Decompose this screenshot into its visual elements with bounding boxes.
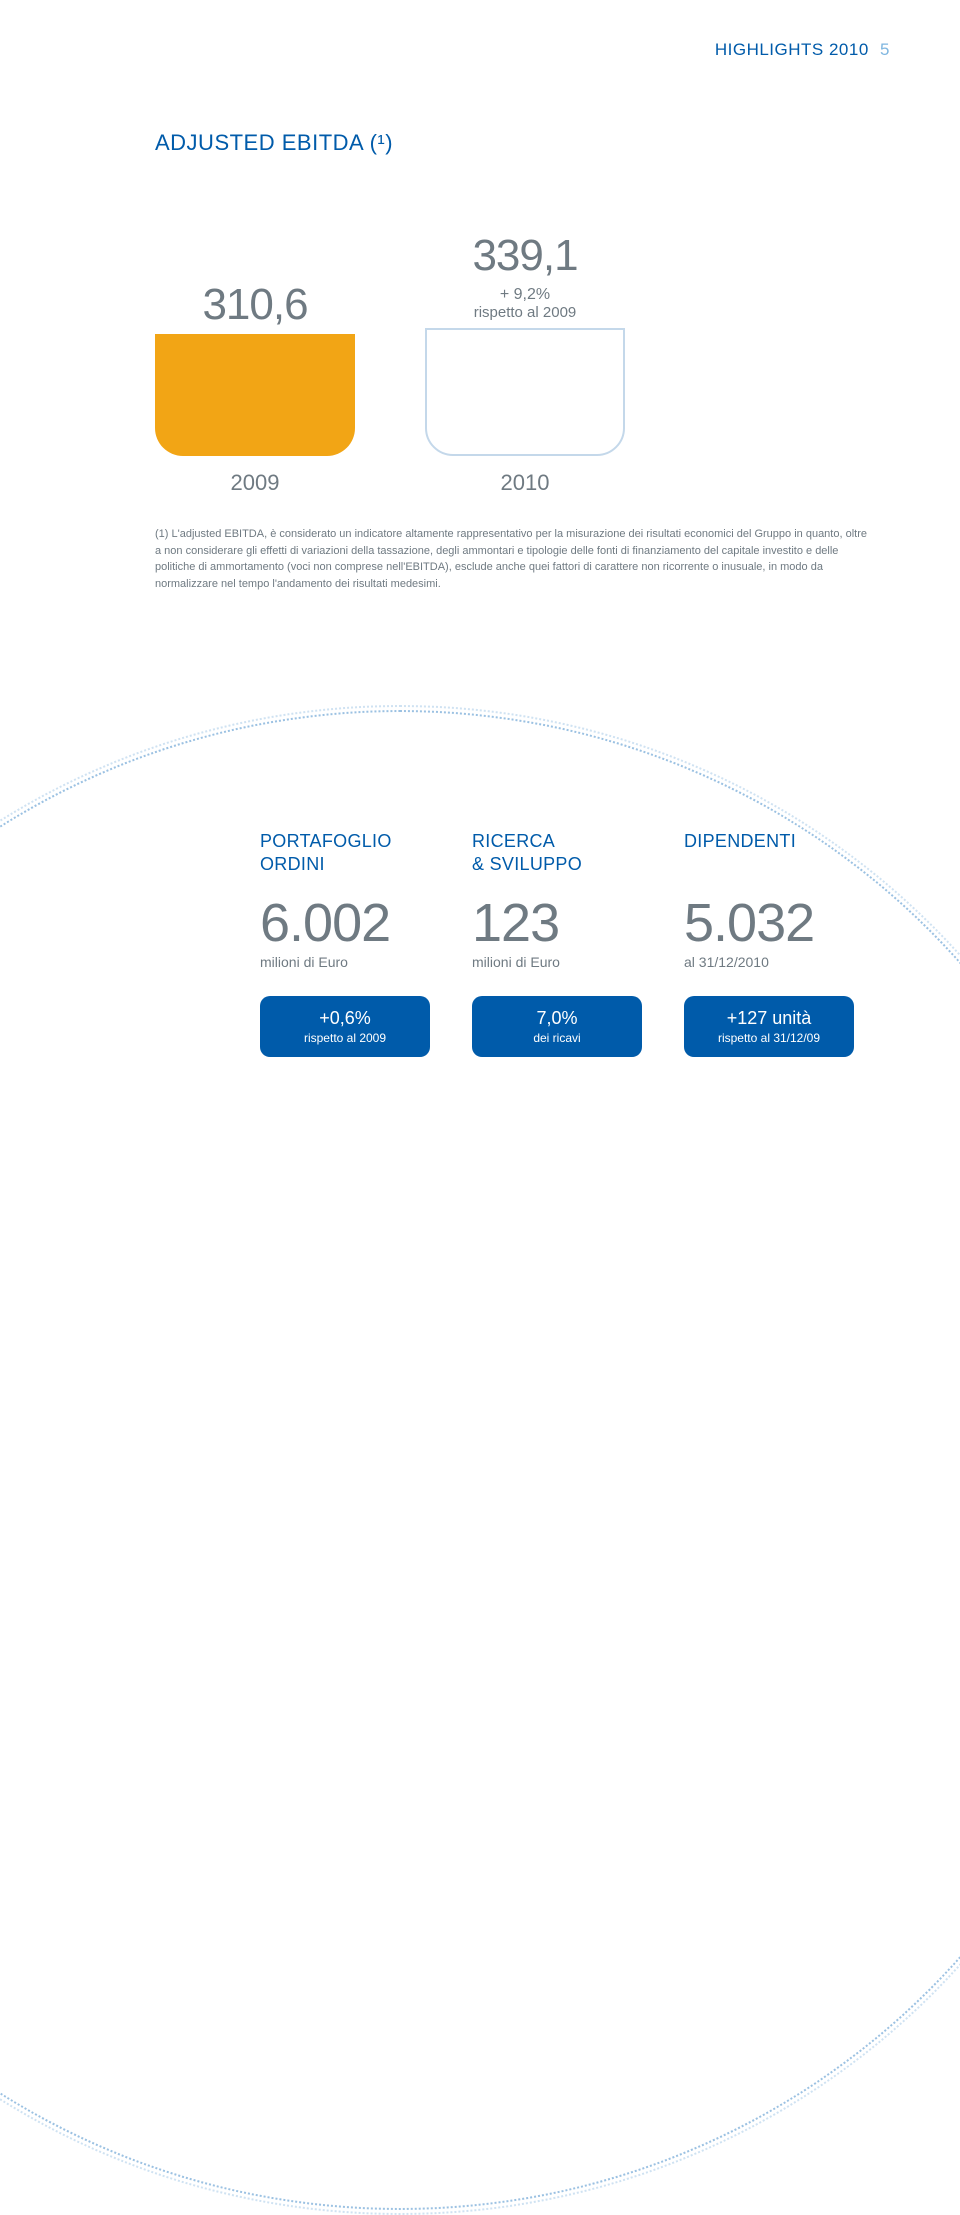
- page: HIGHLIGHTS 2010 5 ADJUSTED EBITDA (¹) 31…: [0, 0, 960, 1186]
- metric-title: PORTAFOGLIO ORDINI: [260, 830, 446, 878]
- metric-dipendenti: DIPENDENTI 5.032 al 31/12/2010 +127 unit…: [684, 830, 870, 1057]
- footnote-text: (1) L'adjusted EBITDA, è considerato un …: [155, 526, 875, 592]
- pill-line1: +127 unità: [692, 1008, 846, 1029]
- metric-value: 5.032: [684, 896, 870, 950]
- axis-label-2010: 2010: [425, 470, 625, 496]
- pill-line2: rispetto al 31/12/09: [692, 1031, 846, 1045]
- metric-value: 123: [472, 896, 658, 950]
- ebitda-bar-chart: 310,6 339,1 + 9,2% rispetto al 2009 2009…: [155, 176, 695, 496]
- bar-2010-annotation: + 9,2% rispetto al 2009: [425, 285, 625, 322]
- pill-line1: 7,0%: [480, 1008, 634, 1029]
- pill-line1: +0,6%: [268, 1008, 422, 1029]
- bar-2009-shape: [155, 334, 355, 456]
- metric-title: RICERCA & SVILUPPO: [472, 830, 658, 878]
- metric-unit: al 31/12/2010: [684, 954, 870, 970]
- metric-title: DIPENDENTI: [684, 830, 870, 878]
- metric-pill: 7,0% dei ricavi: [472, 996, 642, 1057]
- bar-2010: 339,1 + 9,2% rispetto al 2009: [425, 231, 625, 456]
- annotation-percent: + 9,2%: [425, 285, 625, 304]
- axis-label-2009: 2009: [155, 470, 355, 496]
- metric-unit: milioni di Euro: [472, 954, 658, 970]
- bar-2009: 310,6: [155, 280, 355, 456]
- header-title: HIGHLIGHTS 2010: [715, 40, 869, 59]
- chart-title: ADJUSTED EBITDA (¹): [155, 130, 890, 156]
- metric-ricerca: RICERCA & SVILUPPO 123 milioni di Euro 7…: [472, 830, 658, 1057]
- metric-pill: +0,6% rispetto al 2009: [260, 996, 430, 1057]
- header-page-number: 5: [880, 40, 890, 59]
- bar-2009-value: 310,6: [155, 280, 355, 330]
- metric-unit: milioni di Euro: [260, 954, 446, 970]
- page-header: HIGHLIGHTS 2010 5: [70, 40, 890, 60]
- annotation-sub: rispetto al 2009: [425, 304, 625, 322]
- bar-2010-shape: [425, 328, 625, 456]
- metrics-row: PORTAFOGLIO ORDINI 6.002 milioni di Euro…: [260, 830, 870, 1057]
- bar-2010-value: 339,1: [425, 231, 625, 281]
- pill-line2: dei ricavi: [480, 1031, 634, 1045]
- metric-value: 6.002: [260, 896, 446, 950]
- metric-pill: +127 unità rispetto al 31/12/09: [684, 996, 854, 1057]
- metric-portafoglio: PORTAFOGLIO ORDINI 6.002 milioni di Euro…: [260, 830, 446, 1057]
- pill-line2: rispetto al 2009: [268, 1031, 422, 1045]
